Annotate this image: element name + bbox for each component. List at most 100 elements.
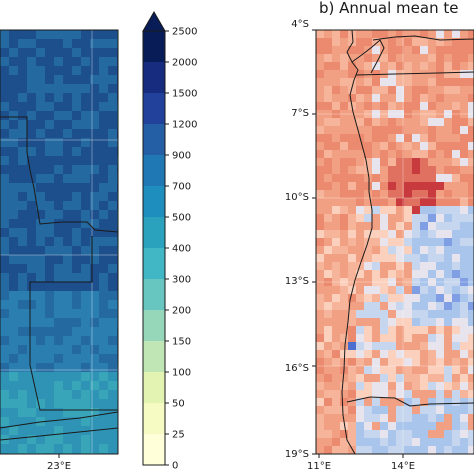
right-map-cell xyxy=(452,190,461,199)
right-map-cell xyxy=(420,446,429,455)
left-map-cell xyxy=(45,138,55,148)
left-map-cell xyxy=(108,174,118,184)
right-map-cell xyxy=(468,334,474,343)
right-map-cell xyxy=(428,318,437,327)
right-map-cell xyxy=(468,310,474,319)
left-map-cell xyxy=(81,39,91,49)
right-map-cell xyxy=(316,230,325,239)
right-map-cell xyxy=(364,422,373,431)
left-map-cell xyxy=(54,57,64,67)
left-map-cell xyxy=(108,138,118,148)
right-map-cell xyxy=(372,422,381,431)
right-map-cell xyxy=(404,30,413,39)
right-map-cell xyxy=(364,310,373,319)
right-map-cell xyxy=(460,446,469,455)
left-map-cell xyxy=(18,84,28,94)
left-map-cell xyxy=(54,201,64,211)
left-map-cell xyxy=(36,354,46,364)
left-map-cell xyxy=(81,282,91,292)
left-map-cell xyxy=(54,273,64,283)
left-map-cell xyxy=(99,246,109,256)
right-map-cell xyxy=(388,446,397,455)
right-map-cell xyxy=(444,238,453,247)
right-map-cell xyxy=(332,142,341,151)
right-map-cell xyxy=(452,246,461,255)
left-map-cell xyxy=(72,282,82,292)
left-map-cell xyxy=(0,363,10,373)
right-map-cell xyxy=(428,270,437,279)
left-map-cell xyxy=(108,399,118,409)
right-map-cell xyxy=(436,190,445,199)
left-map-cell xyxy=(108,318,118,328)
right-map-cell xyxy=(444,382,453,391)
right-map-cell xyxy=(444,30,453,39)
right-map-cell xyxy=(444,94,453,103)
right-map-cell xyxy=(428,206,437,215)
left-map-cell xyxy=(108,363,118,373)
right-map-cell xyxy=(388,246,397,255)
left-map-cell xyxy=(36,237,46,247)
right-map-cell xyxy=(388,374,397,383)
left-map-cell xyxy=(18,183,28,193)
right-map-cell xyxy=(404,222,413,231)
left-map-cell xyxy=(54,354,64,364)
right-x-axis: 11°E 14°E xyxy=(307,454,415,472)
left-map-cell xyxy=(108,48,118,58)
left-map-cell xyxy=(9,300,19,310)
right-map-cell xyxy=(460,222,469,231)
right-map-cell xyxy=(316,374,325,383)
right-map-cell xyxy=(468,94,474,103)
right-map-cell xyxy=(468,78,474,87)
right-map-cell xyxy=(436,334,445,343)
right-map-cell xyxy=(404,286,413,295)
left-map-cell xyxy=(72,309,82,319)
right-map-cell xyxy=(356,406,365,415)
right-map-cell xyxy=(444,246,453,255)
y-tick-7s: 7°S xyxy=(291,108,309,119)
right-map-cell xyxy=(380,62,389,71)
right-map-cell xyxy=(324,318,333,327)
right-map-cell xyxy=(428,150,437,159)
right-map-cell xyxy=(348,358,357,367)
left-map-cell xyxy=(108,264,118,274)
right-map-cell xyxy=(460,294,469,303)
left-map-cell xyxy=(18,264,28,274)
right-map-cell xyxy=(404,214,413,223)
right-map-cell xyxy=(364,262,373,271)
right-map-cell xyxy=(468,270,474,279)
left-map-cells xyxy=(0,30,127,463)
right-map-cell xyxy=(340,198,349,207)
left-map-cell xyxy=(18,408,28,418)
right-map-cell xyxy=(412,294,421,303)
left-map-cell xyxy=(90,444,100,454)
left-map-cell xyxy=(63,237,73,247)
left-map-cell xyxy=(108,147,118,157)
left-map-cell xyxy=(54,255,64,265)
right-map-cell xyxy=(444,262,453,271)
right-map-cell xyxy=(356,206,365,215)
right-map-cell xyxy=(324,86,333,95)
right-map-cells xyxy=(316,30,474,455)
right-map-cell xyxy=(420,438,429,447)
right-map-cell xyxy=(460,86,469,95)
right-map-cell xyxy=(340,190,349,199)
right-map-cell xyxy=(444,150,453,159)
right-map-cell xyxy=(316,398,325,407)
right-map-cell xyxy=(340,262,349,271)
left-map-cell xyxy=(9,75,19,85)
left-map-cell xyxy=(45,363,55,373)
right-map-cell xyxy=(380,174,389,183)
left-map-cell xyxy=(45,444,55,454)
right-map-cell xyxy=(372,102,381,111)
right-map-cell xyxy=(444,438,453,447)
right-map-cell xyxy=(452,350,461,359)
right-map-cell xyxy=(452,358,461,367)
right-map-cell xyxy=(420,430,429,439)
right-map-cell xyxy=(412,150,421,159)
right-map-cell xyxy=(436,446,445,455)
right-map-cell xyxy=(468,430,474,439)
right-map-cell xyxy=(348,166,357,175)
right-map-cell xyxy=(468,374,474,383)
right-map-cell xyxy=(380,302,389,311)
right-map-cell xyxy=(372,286,381,295)
